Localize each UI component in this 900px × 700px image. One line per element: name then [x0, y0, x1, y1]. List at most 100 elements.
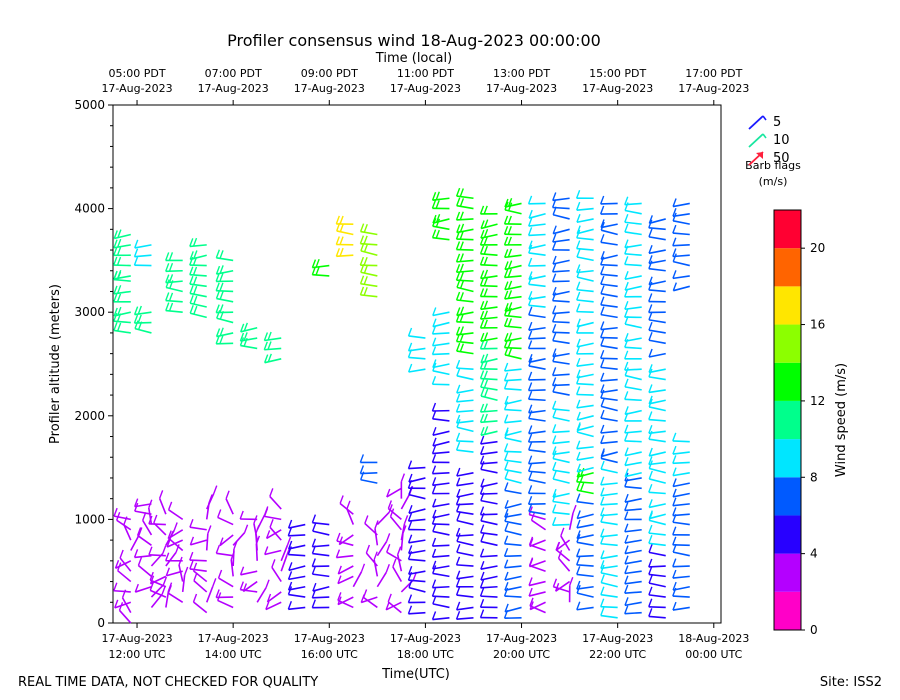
wind-barb — [552, 435, 570, 445]
barb-feather — [431, 229, 437, 238]
chart-title: Profiler consensus wind 18-Aug-2023 00:0… — [227, 31, 601, 50]
barb-feather — [648, 566, 653, 575]
barb-staff — [624, 539, 642, 544]
barb-feather — [624, 378, 629, 388]
wind-barb — [528, 240, 546, 250]
barb-feather — [551, 324, 557, 333]
wind-barb — [648, 276, 666, 286]
barb-feather — [387, 500, 392, 509]
wind-barb — [504, 260, 522, 271]
barb-feather — [360, 594, 365, 603]
barb-feather — [431, 410, 437, 420]
barb-staff — [504, 275, 522, 279]
barb-feather — [192, 593, 198, 603]
wind-barbs — [113, 187, 690, 624]
barb-staff — [648, 418, 666, 422]
x-tick-label-date: 17-Aug-2023 — [582, 632, 653, 645]
barb-staff — [113, 278, 131, 282]
wind-barb — [359, 256, 378, 267]
barb-feather — [480, 229, 485, 239]
wind-barb — [287, 581, 306, 591]
barb-feather — [552, 435, 557, 444]
wind-barb — [528, 441, 546, 453]
wind-barb — [359, 454, 378, 464]
wind-barb — [576, 481, 594, 495]
barb-staff — [552, 290, 570, 296]
wind-barb — [648, 255, 666, 265]
barb-feather — [648, 321, 653, 331]
wind-barb — [167, 584, 184, 603]
wind-barb — [215, 545, 234, 557]
barb-feather — [239, 332, 245, 342]
barb-staff — [504, 264, 522, 271]
barb-feather — [672, 445, 677, 455]
barb-feather — [431, 477, 437, 486]
barb-feather — [528, 291, 533, 300]
wind-barb — [576, 556, 594, 567]
barb-staff — [600, 357, 618, 360]
barb-feather — [576, 463, 581, 473]
barb-staff — [432, 352, 450, 356]
wind-barb — [408, 505, 426, 515]
barb-feather — [600, 460, 605, 470]
wind-barb — [576, 422, 594, 432]
wind-barb — [432, 307, 450, 317]
barb-feather — [431, 587, 437, 597]
wind-barb — [113, 256, 131, 267]
barb-feather — [648, 255, 653, 264]
barb-feather — [239, 510, 244, 520]
barb-staff — [408, 558, 426, 562]
barb-feather — [114, 599, 119, 609]
barb-staff — [576, 363, 594, 367]
barb-staff — [288, 534, 306, 537]
wind-barb — [624, 511, 642, 521]
barb-staff — [576, 541, 594, 547]
wind-barb — [215, 249, 234, 262]
barb-staff — [480, 430, 498, 437]
barb-feather — [363, 264, 369, 274]
barb-feather — [162, 545, 167, 554]
wind-barb — [648, 566, 666, 578]
barb-feather — [456, 197, 461, 206]
wind-barb — [648, 364, 666, 374]
wind-barb — [551, 313, 570, 324]
wind-barb — [480, 426, 498, 437]
barb-feather — [600, 586, 605, 595]
wind-barb — [624, 214, 642, 225]
barb-staff — [219, 534, 234, 547]
barb-staff — [552, 492, 570, 498]
wind-barb — [359, 235, 378, 246]
barb-staff — [672, 503, 690, 507]
barb-feather — [215, 249, 221, 259]
barb-feather — [672, 282, 677, 291]
x-tick-label-date: 17-Aug-2023 — [294, 632, 365, 645]
barb-staff — [528, 478, 546, 484]
wind-barb — [551, 424, 570, 434]
wind-barb — [113, 285, 131, 295]
barb-staff — [456, 399, 474, 403]
barb-staff — [624, 440, 642, 443]
barb-staff — [576, 310, 594, 313]
barb-feather — [483, 256, 488, 266]
x-tick-label-time: 14:00 UTC — [205, 648, 262, 661]
barb-staff — [576, 523, 594, 529]
barb-feather — [263, 508, 269, 517]
barb-staff — [648, 267, 666, 272]
wind-barb — [624, 575, 642, 585]
barb-feather — [133, 306, 139, 315]
barb-staff — [504, 285, 522, 291]
wind-barb — [137, 557, 152, 577]
barb-feather — [459, 223, 465, 233]
wind-barb — [189, 237, 207, 248]
barb-staff — [648, 339, 666, 345]
barb-feather — [576, 556, 581, 566]
barb-staff — [360, 596, 378, 604]
wind-barb — [600, 275, 618, 288]
barb-staff — [576, 446, 594, 450]
wind-barb — [624, 281, 642, 291]
colorbar-bin — [774, 515, 801, 554]
barb-staff — [480, 461, 498, 465]
barb-feather — [158, 490, 164, 499]
barb-staff — [432, 471, 450, 475]
barb-feather — [432, 359, 437, 368]
